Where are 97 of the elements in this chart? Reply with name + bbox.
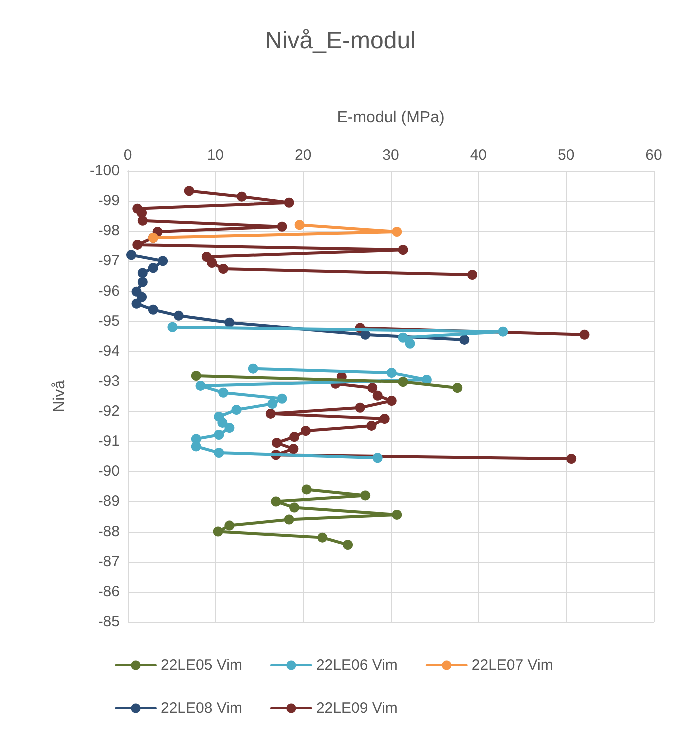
point bbox=[360, 490, 371, 501]
point bbox=[184, 186, 194, 196]
point bbox=[277, 222, 288, 232]
point bbox=[213, 526, 224, 537]
point bbox=[232, 405, 242, 416]
point bbox=[380, 414, 390, 424]
point bbox=[498, 326, 508, 337]
point bbox=[386, 396, 397, 406]
y-tick-label: -94 bbox=[98, 342, 120, 360]
point bbox=[148, 304, 158, 315]
point bbox=[343, 540, 354, 550]
point bbox=[191, 442, 202, 452]
point bbox=[277, 394, 288, 404]
x-axis-title: E-modul (MPa) bbox=[337, 110, 445, 126]
point bbox=[386, 368, 397, 378]
x-tick-label: 10 bbox=[207, 147, 224, 164]
point bbox=[138, 268, 148, 278]
y-tick-label: -99 bbox=[98, 192, 120, 210]
point bbox=[266, 408, 276, 419]
x-tick-label: 50 bbox=[558, 147, 575, 164]
point bbox=[218, 388, 229, 398]
point bbox=[368, 383, 378, 394]
y-tick-label: -93 bbox=[98, 372, 120, 390]
point bbox=[248, 364, 258, 374]
point bbox=[288, 444, 299, 454]
point bbox=[268, 399, 278, 410]
point bbox=[126, 250, 137, 260]
y-tick-label: -97 bbox=[98, 252, 120, 270]
y-tick-label: -90 bbox=[98, 463, 120, 480]
point bbox=[290, 502, 300, 513]
x-tick-label: 0 bbox=[124, 147, 132, 164]
point bbox=[137, 292, 148, 302]
y-tick-label: -96 bbox=[98, 282, 120, 300]
point bbox=[468, 270, 478, 280]
point bbox=[132, 240, 143, 250]
y-tick-label: -86 bbox=[98, 583, 120, 600]
y-tick-label: -95 bbox=[98, 312, 120, 330]
y-tick-label: -100 bbox=[90, 162, 120, 180]
point bbox=[271, 496, 282, 507]
point bbox=[398, 332, 408, 343]
y-axis-title: Nivå bbox=[52, 380, 68, 413]
x-tick-label: 30 bbox=[382, 147, 400, 164]
point bbox=[174, 310, 184, 321]
point bbox=[236, 192, 247, 202]
point bbox=[294, 220, 305, 230]
point bbox=[398, 377, 408, 388]
chart-title: Nivå_E-modul bbox=[265, 28, 416, 54]
point bbox=[224, 520, 235, 531]
point bbox=[580, 330, 590, 340]
point bbox=[398, 245, 408, 256]
y-tick-label: -91 bbox=[98, 433, 120, 450]
y-tick-label: -87 bbox=[98, 553, 120, 570]
point bbox=[460, 334, 470, 345]
point bbox=[224, 423, 235, 434]
point bbox=[214, 430, 224, 440]
point bbox=[405, 338, 416, 349]
point bbox=[284, 198, 294, 208]
y-tick-label: -85 bbox=[98, 614, 120, 630]
point bbox=[158, 256, 168, 266]
x-tick-label: 60 bbox=[646, 147, 662, 164]
legend-label: 22LE07 Vim bbox=[472, 657, 554, 674]
point bbox=[392, 227, 402, 238]
point bbox=[372, 390, 383, 401]
point bbox=[452, 383, 463, 394]
point bbox=[218, 418, 228, 428]
point bbox=[302, 484, 312, 495]
y-tick-label: -89 bbox=[98, 493, 120, 510]
y-tick-label: -92 bbox=[98, 403, 120, 420]
point bbox=[207, 258, 218, 268]
x-tick-label: 20 bbox=[294, 147, 312, 164]
point bbox=[138, 277, 148, 288]
legend-label: 22LE08 Vim bbox=[161, 700, 242, 717]
point bbox=[191, 371, 202, 382]
point bbox=[284, 514, 294, 525]
point bbox=[355, 402, 366, 413]
point bbox=[148, 263, 158, 274]
point bbox=[214, 448, 224, 458]
point bbox=[138, 216, 148, 226]
point bbox=[224, 318, 235, 328]
legend-label: 22LE05 Vim bbox=[161, 657, 242, 674]
point bbox=[272, 438, 282, 448]
point bbox=[218, 264, 229, 274]
y-tick-label: -88 bbox=[98, 523, 120, 540]
point bbox=[392, 510, 402, 520]
point bbox=[132, 298, 142, 309]
point bbox=[168, 322, 178, 332]
x-tick-label: 40 bbox=[470, 147, 488, 164]
legend-label: 22LE06 Vim bbox=[316, 657, 398, 674]
point bbox=[566, 454, 577, 464]
point bbox=[372, 453, 383, 464]
point bbox=[196, 380, 206, 391]
y-tick-label: -98 bbox=[98, 222, 120, 240]
point bbox=[300, 426, 311, 436]
point bbox=[366, 420, 377, 431]
point bbox=[290, 432, 300, 442]
legend-label: 22LE09 Vim bbox=[316, 700, 398, 717]
point bbox=[318, 532, 328, 543]
